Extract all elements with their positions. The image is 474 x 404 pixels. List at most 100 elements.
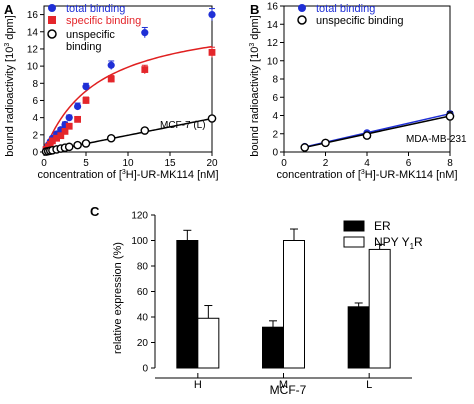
panel-a-label: A: [4, 2, 14, 17]
panel-b-label: B: [250, 2, 259, 17]
panel-a-series-1-point: [65, 122, 73, 130]
panel-a-series-1-point: [46, 140, 54, 148]
panel-a-series-0-point: [208, 10, 216, 19]
panel-b: B 0 2 4 6 8 0 2 4 6 8 10 12 14 16 MDA-MB-231 concentr…: [249, 2, 467, 182]
panel-c-category-label: H: [194, 379, 202, 391]
panel-a-series-1-point: [141, 66, 149, 73]
panel-b-series-1-point: [445, 112, 455, 121]
panel-c-legend: ER NPY Y1R: [343, 219, 423, 251]
panel-a-series-1-point: [74, 115, 81, 123]
panel-b-axes: 0 2 4 6 8 0 2 4 6 8 10 12 14 16: [267, 2, 453, 170]
panel-a-series-1-point: [208, 48, 216, 56]
panel-c-bar-npy: [368, 248, 391, 369]
panel-a-series-0-point: [65, 114, 73, 122]
panel-a-series-2-point: [140, 126, 150, 135]
panel-a: A 0 5 10 15 20 0 2 4 6 8 10 12 14 16 MCF-7 (L) concen…: [4, 2, 219, 181]
panel-a-marks: [41, 8, 217, 156]
panel-c-ytick-label: 20: [137, 338, 149, 349]
legend-er-label: ER: [374, 219, 391, 233]
legend-specific-marker: [48, 16, 56, 24]
panel-c-bar-er: [347, 306, 370, 369]
panel-a-series-1-point: [107, 75, 115, 83]
panel-c-group-label: MCF-7: [270, 383, 307, 397]
legend-b-total-label: total binding: [316, 3, 375, 15]
panel-b-xlabel: concentration of [3H]-UR-MK114 [nM]: [277, 169, 458, 181]
panel-c-ylabel: relative expression (%): [112, 242, 124, 354]
panel-a-xtick-label: 0: [41, 158, 47, 169]
panel-b-ytick-label: 14: [267, 20, 279, 31]
panel-c-ytick-label: 60: [137, 287, 149, 298]
panel-c-bar-npy: [283, 240, 305, 369]
panel-c-bar-er: [262, 326, 284, 369]
panel-c-bar-npy: [197, 317, 220, 369]
panel-a-specific-fit-curve: [43, 45, 213, 153]
panel-c-label: C: [90, 204, 100, 219]
legend-b-unspecific-marker: [297, 15, 307, 25]
legend-b-unspecific-label: unspecific binding: [316, 15, 403, 27]
panel-b-xtick-label: 2: [323, 158, 329, 169]
panel-b-marks: [300, 110, 455, 152]
panel-a-ytick-label: 10: [27, 62, 39, 73]
legend-unspecific-label-2: binding: [66, 41, 101, 53]
panel-b-ytick-label: 2: [272, 129, 278, 140]
panel-a-ytick-label: 0: [32, 148, 38, 159]
panel-a-series-1-point: [53, 134, 60, 142]
legend-total-label: total binding: [66, 3, 125, 15]
panel-a-axes: 0 5 10 15 20 0 2 4 6 8 10 12 14 16: [27, 5, 218, 169]
panel-c-axes: 0 20 40 60 80 100 120 H M L: [131, 211, 372, 392]
panel-a-series-1-point: [49, 137, 56, 145]
panel-b-ytick-label: 12: [267, 38, 279, 49]
panel-a-series-2-point: [106, 133, 116, 143]
panel-b-series-1-point: [300, 143, 310, 152]
panel-b-ytick-label: 0: [272, 148, 278, 159]
panel-b-xtick-label: 8: [447, 158, 453, 169]
panel-a-series-2-point: [73, 140, 82, 150]
panel-a-ytick-label: 16: [27, 10, 39, 21]
panel-b-xtick-label: 4: [364, 158, 370, 169]
panel-a-xtick-label: 5: [83, 158, 89, 169]
panel-a-xtick-label: 15: [164, 158, 176, 169]
panel-b-xtick-label: 6: [406, 158, 412, 169]
panel-a-series-0-point: [141, 29, 149, 37]
legend-er-swatch: [343, 220, 365, 232]
panel-a-xlabel: concentration of [3H]-UR-MK114 [nM]: [38, 169, 219, 181]
panel-a-ytick-label: 8: [32, 79, 38, 90]
legend-b-total-marker: [298, 4, 306, 12]
panel-b-series-1-point: [362, 131, 372, 140]
panel-a-series-1-point: [57, 132, 65, 140]
panel-b-ytick-label: 4: [272, 111, 278, 122]
legend-unspecific-marker: [47, 29, 57, 39]
panel-b-ytick-label: 8: [272, 75, 278, 86]
panel-b-ytick-label: 6: [272, 93, 278, 104]
panel-b-legend: total binding unspecific binding: [297, 3, 403, 27]
panel-a-ytick-label: 2: [32, 130, 38, 141]
legend-specific-label: specific binding: [66, 15, 141, 27]
panel-a-series-1-point: [82, 97, 90, 104]
panel-a-series-2-point: [81, 139, 91, 148]
panel-a-series-1-point: [61, 127, 69, 135]
panel-b-ytick-label: 10: [267, 56, 279, 67]
panel-a-xtick-label: 10: [122, 158, 134, 169]
panel-c-ytick-label: 120: [131, 211, 148, 222]
panel-a-series-0-point: [74, 102, 82, 111]
panel-a-ylabel: bound radioactivity [103 dpm]: [4, 15, 16, 157]
panel-a-legend: total binding specific binding unspecifi…: [47, 3, 141, 53]
panel-a-series-0-point: [82, 83, 90, 91]
panel-b-annotation: MDA-MB-231: [406, 134, 467, 145]
panel-a-ytick-label: 14: [27, 27, 39, 38]
panel-c: C 0 20 40 60 80 100 120 H M L relative expression…: [90, 204, 423, 397]
panel-a-annotation: MCF-7 (L): [160, 120, 206, 131]
panel-b-series-1-point: [321, 138, 330, 148]
panel-c-ytick-label: 100: [131, 236, 148, 247]
panel-a-xtick-label: 20: [206, 158, 218, 169]
legend-npy-swatch: [343, 236, 365, 248]
panel-a-ytick-label: 12: [27, 44, 39, 55]
panel-a-series-2-point: [64, 142, 74, 152]
panel-a-ytick-label: 4: [32, 113, 38, 124]
panel-c-bar-er: [176, 240, 199, 369]
panel-c-ytick-label: 40: [137, 313, 149, 324]
legend-npy-label: NPY Y1R: [374, 235, 423, 251]
panel-c-category-label: L: [366, 379, 372, 391]
legend-total-marker: [48, 4, 56, 12]
